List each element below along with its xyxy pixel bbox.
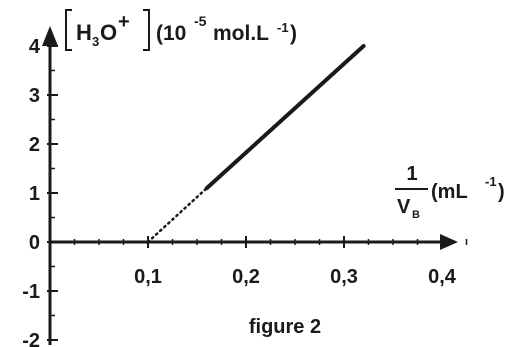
xlabel-unit-exp: -1 — [485, 174, 497, 189]
x-axis-arrow — [440, 234, 458, 250]
bracket-left — [65, 9, 72, 51]
bracket-right — [143, 9, 150, 51]
xlabel-numerator: 1 — [406, 163, 417, 185]
y-tick-group: 4 3 2 1 0 -1 -2 — [22, 36, 58, 347]
ylabel-unit-mid: mol.L — [213, 22, 269, 45]
xlabel-denominator: V — [397, 196, 411, 218]
y-tick-label: 1 — [29, 183, 40, 205]
x-tick-label: 0,2 — [232, 266, 260, 288]
x-tick-label: 0,4 — [428, 266, 457, 288]
y-tick-label: -1 — [22, 281, 40, 303]
y-tick-label: 3 — [29, 85, 40, 107]
series-group — [146, 44, 366, 244]
data-line — [204, 44, 366, 191]
y-axis-label: H 3 O + (10 -5 mol.L -1 ) — [65, 9, 297, 51]
ylabel-species-o: O — [100, 20, 117, 45]
x-tick-group: 0,1 0,2 0,3 0,4 — [134, 236, 457, 288]
extrapolation-line — [146, 186, 209, 244]
ylabel-species: H — [76, 20, 92, 45]
ylabel-unit-close: ) — [290, 22, 297, 45]
y-tick-label: 4 — [29, 36, 41, 58]
figure-caption: figure 2 — [249, 316, 321, 338]
y-tick-label: 2 — [29, 134, 40, 156]
x-tick-label: 0,1 — [134, 266, 162, 288]
xlabel-unit-open: (mL — [431, 181, 468, 203]
x-axis-label: 1 V B (mL -1 ) — [395, 163, 505, 221]
x-tick-label: 0,3 — [330, 266, 358, 288]
ylabel-species-sub: 3 — [92, 34, 99, 49]
y-tick-label: -2 — [22, 330, 40, 347]
xlabel-denominator-sub: B — [412, 209, 420, 221]
ylabel-unit-open: (10 — [156, 22, 186, 45]
axes — [42, 26, 458, 345]
ylabel-unit-exp2: -1 — [277, 20, 289, 35]
xlabel-unit-close: ) — [498, 181, 505, 203]
y-tick-label: 0 — [29, 232, 40, 254]
ylabel-unit-exp: -5 — [194, 13, 207, 29]
ylabel-charge: + — [118, 11, 130, 33]
y-axis-arrow — [42, 26, 58, 46]
